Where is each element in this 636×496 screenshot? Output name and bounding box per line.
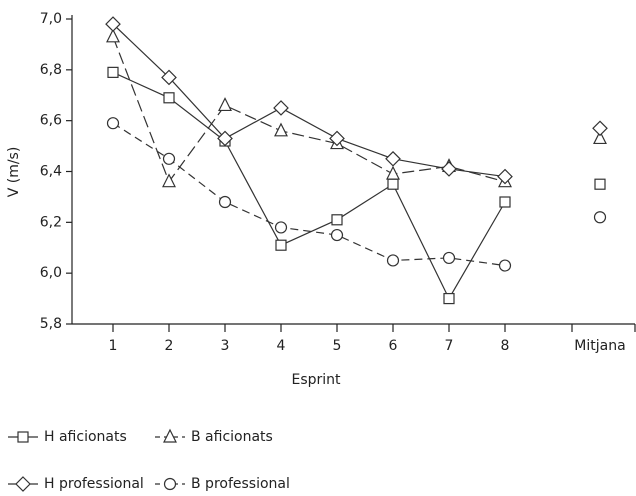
legend-label: B professional (191, 476, 290, 492)
x-tick-label: 6 (389, 338, 398, 354)
legend-item: H aficionats (8, 429, 127, 445)
y-tick-label: 7,0 (40, 11, 62, 27)
point (15, 476, 31, 492)
point (274, 221, 288, 234)
legend-item: H professional (8, 476, 144, 492)
y-tick-label: 6,8 (40, 62, 62, 78)
point (273, 100, 289, 116)
x-tick-label: 5 (333, 338, 342, 354)
point (17, 431, 29, 443)
x-tick-label: 7 (445, 338, 454, 354)
point (386, 254, 400, 267)
y-tick-label: 6,0 (40, 265, 62, 281)
point (161, 69, 177, 86)
point (387, 178, 399, 190)
point (498, 259, 512, 272)
point (274, 122, 288, 137)
point (218, 195, 232, 209)
x-tick-label: Mitjana (574, 338, 625, 354)
point (330, 228, 344, 242)
legend-item: B professional (155, 476, 290, 492)
series-line (112, 23, 506, 178)
point (442, 251, 456, 265)
point (217, 130, 233, 147)
point (331, 214, 343, 226)
x-tick-label: 1 (109, 338, 118, 354)
point (443, 292, 455, 305)
point (329, 130, 345, 147)
point (593, 211, 607, 224)
legend-label: H aficionats (44, 429, 127, 445)
point (106, 28, 120, 43)
point (162, 173, 176, 188)
point (163, 92, 175, 104)
point (163, 428, 177, 443)
point (275, 239, 287, 251)
legend-label: B aficionats (191, 429, 273, 445)
point (594, 178, 606, 190)
y-tick-label: 6,6 (40, 113, 62, 129)
legend-item: B aficionats (155, 428, 273, 445)
x-tick-label: 2 (165, 338, 174, 354)
point (592, 120, 608, 137)
point (497, 168, 513, 185)
y-axis-label: V (m/s) (6, 147, 22, 198)
point (106, 117, 120, 130)
point (107, 66, 119, 78)
x-axis-label: Esprint (291, 372, 341, 388)
x-tick-label: 3 (221, 338, 230, 354)
point (386, 165, 400, 180)
point (105, 16, 121, 32)
series-line (112, 122, 506, 267)
point (499, 196, 511, 208)
point (163, 477, 177, 491)
point (385, 150, 401, 167)
y-tick-label: 6,2 (40, 214, 62, 230)
x-tick-label: 4 (277, 338, 286, 354)
point (593, 130, 607, 145)
legend-label: H professional (44, 476, 144, 492)
y-tick-label: 5,8 (40, 316, 62, 332)
x-tick-label: 8 (501, 338, 510, 354)
series-line (112, 71, 506, 300)
point (162, 152, 176, 165)
point (218, 97, 232, 112)
y-tick-label: 6,4 (40, 164, 62, 180)
point (441, 161, 457, 177)
